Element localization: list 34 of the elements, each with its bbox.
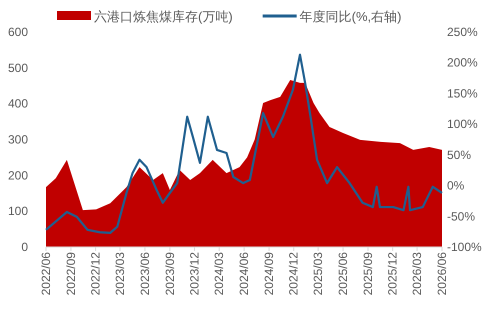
legend-label: 年度同比(%,右轴) xyxy=(300,9,402,24)
x-tick-label: 2022/09 xyxy=(64,252,78,296)
x-tick-label: 2024/03 xyxy=(212,252,226,296)
y2-tick-label: 200% xyxy=(447,56,478,70)
y-tick-label: 600 xyxy=(8,25,28,39)
x-tick-label: 2024/06 xyxy=(237,252,252,296)
y2-tick-label: 250% xyxy=(447,25,478,39)
x-tick-label: 2025/03 xyxy=(311,252,326,296)
x-tick-label: 2023/12 xyxy=(188,252,202,296)
y-tick-label: 300 xyxy=(8,132,28,146)
x-tick-label: 2023/09 xyxy=(162,252,177,296)
y2-tick-label: -50% xyxy=(447,209,476,224)
y2-tick-label: 0% xyxy=(447,178,465,193)
y-tick-label: 0 xyxy=(21,240,28,254)
x-tick-label: 2023/06 xyxy=(138,252,152,296)
x-tick-label: 2024/12 xyxy=(286,252,301,296)
y2-tick-label: 100% xyxy=(447,117,478,132)
x-tick-label: 2023/03 xyxy=(112,252,127,296)
y-tick-label: 400 xyxy=(8,96,28,111)
x-tick-label: 2025/09 xyxy=(361,252,376,296)
y2-tick-label: 50% xyxy=(447,148,472,162)
y-tick-label: 500 xyxy=(8,60,28,75)
legend-label: 六港口炼焦煤库存(万吨) xyxy=(94,9,233,24)
x-tick-label: 2022/12 xyxy=(88,252,103,296)
x-tick-label: 2026/03 xyxy=(410,252,424,296)
x-tick-label: 2025/12 xyxy=(386,252,400,296)
y-tick-label: 100 xyxy=(8,204,28,218)
x-tick-label: 2026/06 xyxy=(435,252,449,296)
y-tick-label: 200 xyxy=(8,168,28,182)
y2-tick-label: 150% xyxy=(447,86,478,100)
y2-tick-label: -100% xyxy=(447,240,482,254)
x-tick-label: 2022/06 xyxy=(39,252,53,296)
x-tick-label: 2025/06 xyxy=(336,252,350,296)
x-tick-label: 2024/09 xyxy=(262,252,276,296)
